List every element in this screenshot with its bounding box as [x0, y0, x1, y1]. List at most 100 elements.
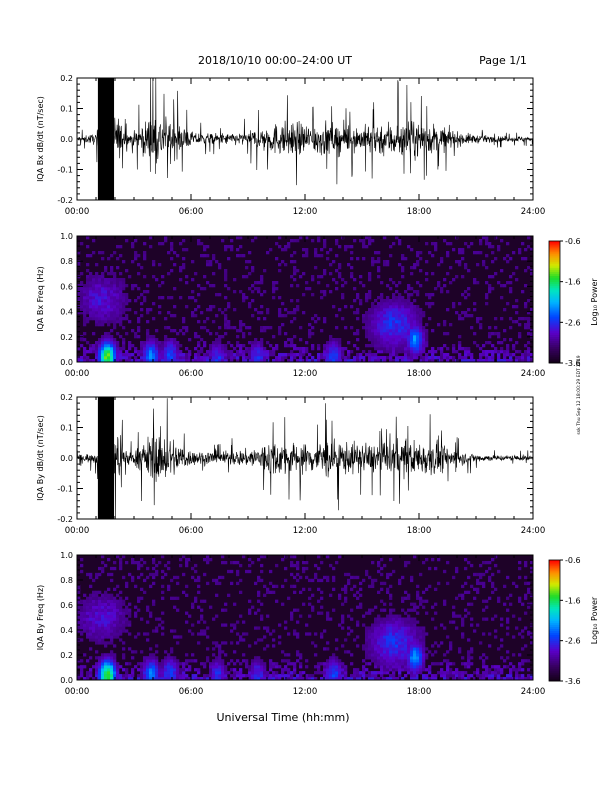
panel-3-heat-cell [317, 566, 321, 571]
panel-3-heat-cell [500, 656, 504, 660]
panel-3-heat-cell [158, 665, 162, 669]
panel-3-heat-cell [224, 677, 228, 681]
panel-3-heat-cell [476, 578, 480, 583]
panel-3-heat-cell [284, 566, 288, 571]
panel-3-heat-cell [221, 674, 225, 678]
panel-3-heat-cell [374, 671, 378, 675]
panel-1-heat-cell [479, 356, 483, 360]
panel-1-heat-cell [245, 260, 249, 264]
panel-1-heat-cell [272, 350, 276, 354]
panel-1-heat-cell [251, 314, 255, 318]
panel-1-heat-cell [149, 341, 153, 345]
panel-3-heat-cell [215, 578, 219, 583]
panel-1-heat-cell [125, 239, 129, 243]
panel-1-heat-cell [254, 236, 258, 240]
panel-3-heat-cell [284, 626, 288, 630]
panel-1-heat-cell [347, 356, 351, 360]
panel-1-heat-cell [110, 284, 114, 288]
panel-3-heat-cell [461, 620, 465, 624]
panel-3-heat-cell [461, 674, 465, 678]
panel-3-heat-cell [464, 677, 468, 681]
panel-1-heat-cell [365, 245, 369, 249]
panel-3-heat-cell [299, 575, 303, 580]
panel-1-heat-cell [95, 302, 99, 306]
panel-1-heat-cell [290, 356, 294, 360]
panel-1-heat-cell [92, 284, 96, 288]
panel-3-heat-cell [209, 662, 213, 666]
panel-3-heat-cell [113, 653, 117, 657]
panel-1-heat-cell [383, 356, 387, 360]
panel-3-heat-cell [311, 578, 315, 583]
panel-3-heat-cell [119, 674, 123, 678]
panel-3-heat-cell [287, 674, 291, 678]
panel-1-heat-cell [140, 302, 144, 306]
panel-1-x-tick-label: 00:00 [65, 369, 90, 379]
panel-3-heat-cell [167, 674, 171, 678]
panel-3-heat-cell [155, 572, 159, 577]
panel-1-heat-cell [377, 257, 381, 261]
panel-1-heat-cell [428, 293, 432, 297]
panel-3-heat-cell [404, 629, 408, 633]
panel-1-heat-cell [401, 335, 405, 339]
panel-1-heat-cell [410, 335, 414, 339]
panel-1-heat-cell [101, 338, 105, 342]
panel-3-heat-cell [413, 674, 417, 678]
panel-1-heat-cell [392, 281, 396, 285]
panel-1-heat-cell [143, 254, 147, 258]
panel-1-heat-cell [419, 317, 423, 321]
panel-1-heat-cell [422, 329, 426, 333]
panel-1-heat-cell [455, 275, 459, 279]
panel-3-heat-cell [152, 629, 156, 633]
panel-3-heat-cell [401, 608, 405, 612]
panel-1-heat-cell [80, 302, 84, 306]
panel-1-heat-cell [203, 341, 207, 345]
panel-3-heat-cell [92, 614, 96, 618]
panel-1-heat-cell [491, 245, 495, 249]
panel-3-heat-cell [440, 623, 444, 627]
panel-1-heat-cell [464, 290, 468, 294]
panel-1-heat-cell [512, 320, 516, 324]
panel-3-heat-cell [161, 584, 165, 589]
colorbar-3-segment [549, 650, 560, 654]
panel-1-heat-cell [362, 359, 366, 363]
panel-1-heat-cell [404, 353, 408, 357]
panel-3-heat-cell [170, 650, 174, 654]
page-indicator: Page 1/1 [479, 54, 527, 67]
panel-3-heat-cell [392, 659, 396, 663]
panel-3-heat-cell [113, 605, 117, 609]
panel-1-heat-cell [221, 359, 225, 363]
panel-3-heat-cell [110, 602, 114, 606]
panel-1-heat-cell [104, 350, 108, 354]
panel-1-heat-cell [248, 359, 252, 363]
panel-1-heat-cell [488, 245, 492, 249]
panel-3-heat-cell [101, 608, 105, 612]
panel-1-heat-cell [440, 257, 444, 261]
panel-3-heat-cell [425, 668, 429, 672]
panel-3-heat-cell [455, 671, 459, 675]
panel-1-heat-cell [413, 335, 417, 339]
panel-1-heat-cell [113, 251, 117, 255]
panel-1-heat-cell [509, 338, 513, 342]
panel-1-heat-cell [452, 347, 456, 351]
panel-3-heat-cell [125, 584, 129, 589]
panel-1-heat-cell [485, 242, 489, 246]
panel-3-heat-cell [98, 599, 102, 603]
panel-3-heat-cell [452, 677, 456, 681]
panel-1-heat-cell [113, 299, 117, 303]
panel-3-heat-cell [422, 665, 426, 669]
panel-1-heat-cell [374, 317, 378, 321]
panel-3-y-tick-label: 1.0 [60, 551, 73, 560]
side-note: ssk Thu Sep 12 18:00:29 EDT 2019 [576, 355, 582, 434]
panel-1-heat-cell [311, 359, 315, 363]
panel-1-heat-cell [464, 314, 468, 318]
panel-1-heat-cell [218, 347, 222, 351]
panel-1-heat-cell [125, 269, 129, 273]
panel-3-heat-cell [158, 668, 162, 672]
panel-3-heat-cell [212, 653, 216, 657]
panel-1-heat-cell [179, 329, 183, 333]
panel-3-heat-cell [308, 578, 312, 583]
panel-1-heat-cell [524, 248, 528, 252]
panel-1-heat-cell [116, 308, 120, 312]
panel-1-heat-cell [263, 269, 267, 273]
panel-1-heat-cell [227, 350, 231, 354]
